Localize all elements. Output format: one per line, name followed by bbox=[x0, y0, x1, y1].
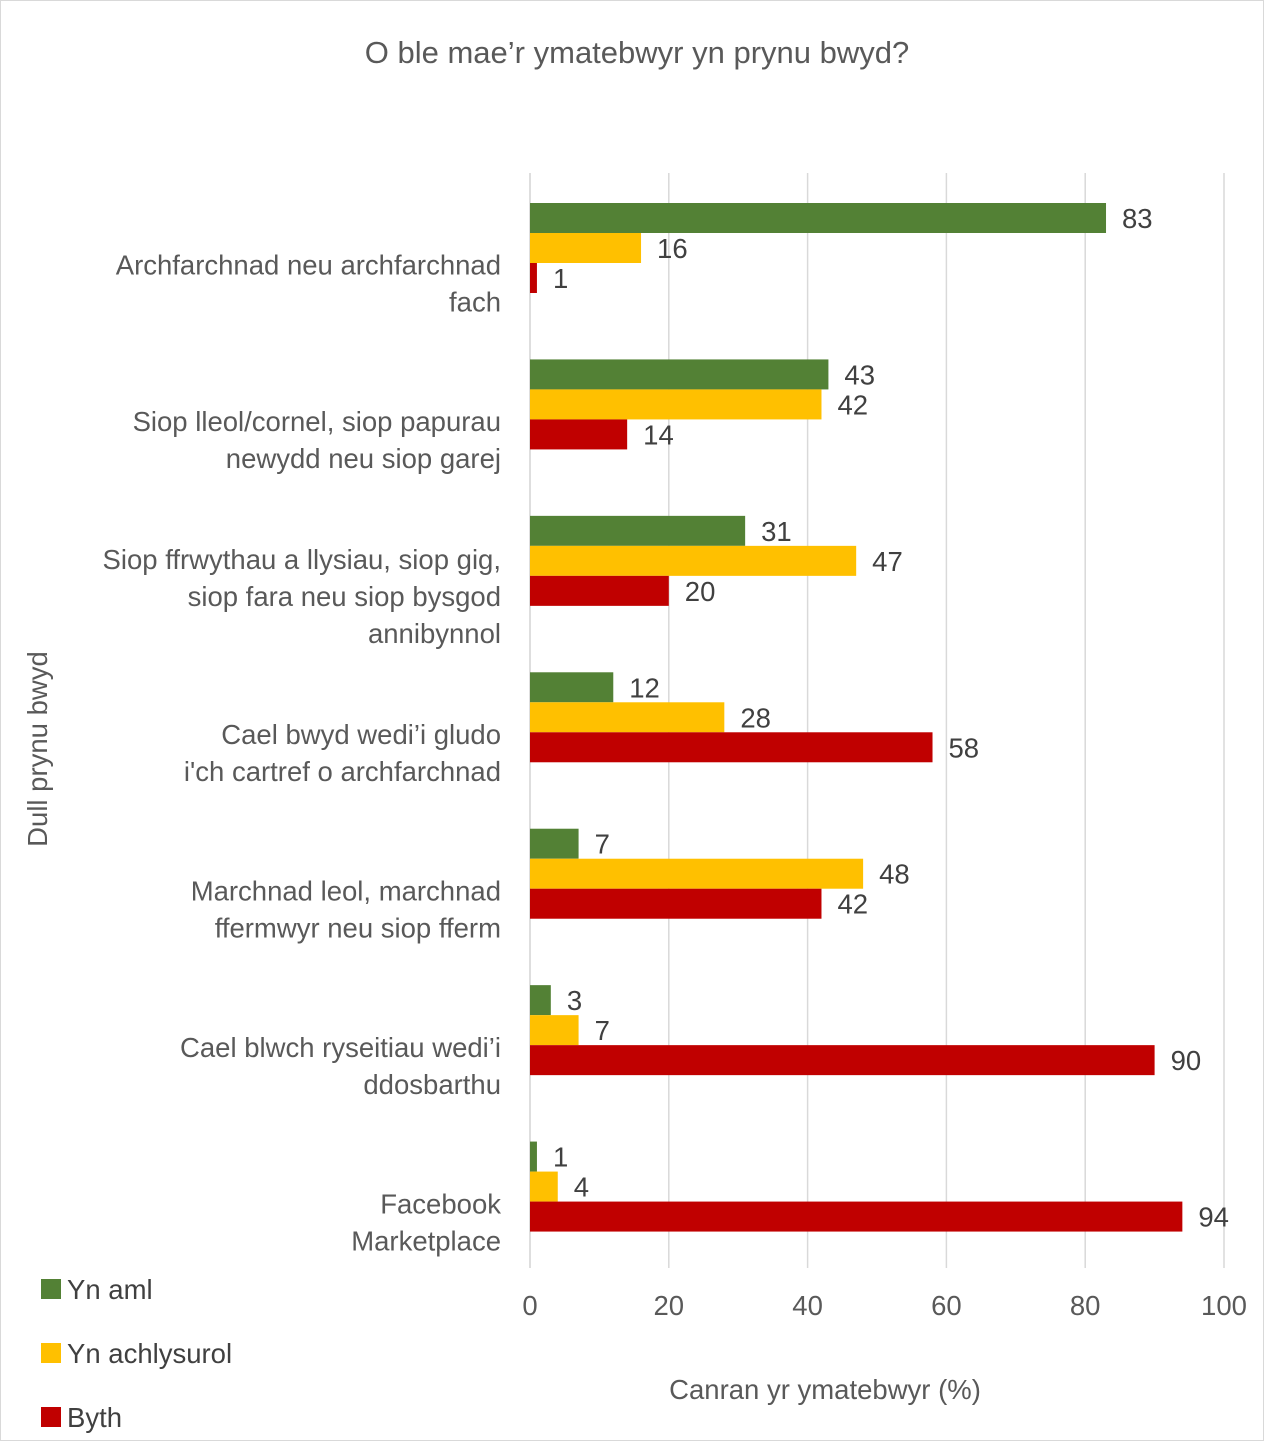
category-label: i'ch cartref o archfarchnad bbox=[184, 756, 501, 787]
data-label: 7 bbox=[595, 1015, 610, 1046]
bar bbox=[530, 1201, 1183, 1232]
bar bbox=[530, 233, 642, 263]
bars bbox=[530, 203, 1183, 1232]
bar bbox=[530, 1171, 558, 1202]
bar bbox=[530, 419, 628, 450]
bar bbox=[530, 858, 864, 889]
bar bbox=[530, 575, 669, 606]
category-label: fach bbox=[449, 287, 501, 318]
chart-title: O ble mae’r ymatebwyr yn prynu bwyd? bbox=[365, 35, 909, 70]
data-label: 43 bbox=[844, 359, 875, 390]
x-axis-title: Canran yr ymatebwyr (%) bbox=[669, 1374, 981, 1405]
data-label: 28 bbox=[740, 702, 771, 733]
gridlines bbox=[529, 173, 1225, 1268]
legend: Yn aml Yn achlysurol Byth bbox=[41, 1274, 232, 1433]
x-tick-label: 0 bbox=[522, 1290, 537, 1321]
data-label: 1 bbox=[553, 1142, 568, 1173]
bar bbox=[530, 985, 551, 1016]
category-label: ddosbarthu bbox=[363, 1069, 501, 1100]
category-label: Cael bwyd wedi’i gludo bbox=[221, 719, 501, 750]
legend-swatch bbox=[41, 1279, 61, 1299]
bar bbox=[530, 1015, 579, 1046]
data-label: 20 bbox=[685, 576, 716, 607]
category-label: Marchnad leol, marchnad bbox=[191, 875, 501, 906]
category-label: Siop lleol/cornel, siop papurau bbox=[133, 406, 501, 437]
bar bbox=[530, 359, 829, 390]
category-label: Facebook bbox=[380, 1188, 501, 1219]
data-label: 12 bbox=[629, 672, 660, 703]
category-label: siop fara neu siop bysgod bbox=[188, 581, 501, 612]
data-label: 31 bbox=[761, 516, 792, 547]
data-label: 42 bbox=[837, 889, 868, 920]
category-label: Siop ffrwythau a llysiau, siop gig, bbox=[103, 544, 501, 575]
legend-label: Yn achlysurol bbox=[67, 1338, 232, 1369]
data-label: 48 bbox=[879, 859, 910, 890]
data-label: 90 bbox=[1171, 1045, 1202, 1076]
legend-label: Yn aml bbox=[67, 1274, 153, 1305]
data-label: 14 bbox=[643, 419, 674, 450]
bar bbox=[530, 732, 933, 763]
data-label: 42 bbox=[837, 389, 868, 420]
labels: 0 20 40 60 80 100 Archfarchnad neu archfarchna… bbox=[103, 203, 1247, 1321]
bar bbox=[530, 203, 1107, 233]
data-label: 83 bbox=[1122, 203, 1153, 234]
x-tick-label: 20 bbox=[654, 1290, 685, 1321]
bar bbox=[530, 702, 725, 733]
data-label: 3 bbox=[567, 985, 582, 1016]
bar bbox=[530, 515, 746, 546]
x-tick-label: 100 bbox=[1201, 1290, 1247, 1321]
category-label: Cael blwch ryseitiau wedi’i bbox=[180, 1032, 501, 1063]
data-label: 1 bbox=[553, 263, 568, 294]
x-tick-label: 80 bbox=[1070, 1290, 1101, 1321]
bar bbox=[530, 1045, 1155, 1076]
y-axis-title: Dull prynu bwyd bbox=[22, 651, 53, 847]
data-label: 94 bbox=[1198, 1202, 1229, 1233]
bar bbox=[530, 545, 857, 576]
bar bbox=[530, 828, 579, 859]
category-label: Archfarchnad neu archfarchnad bbox=[116, 250, 501, 281]
data-label: 16 bbox=[657, 233, 688, 264]
category-label: ffermwyr neu siop fferm bbox=[215, 912, 501, 943]
legend-label: Byth bbox=[67, 1402, 122, 1433]
category-label: Marketplace bbox=[351, 1225, 501, 1256]
category-label: newydd neu siop garej bbox=[226, 443, 501, 474]
category-label: annibynnol bbox=[368, 618, 501, 649]
legend-swatch bbox=[41, 1407, 61, 1427]
data-label: 47 bbox=[872, 546, 903, 577]
bar bbox=[530, 888, 822, 919]
data-label: 58 bbox=[949, 732, 980, 763]
bar bbox=[530, 263, 537, 293]
bar bbox=[530, 389, 822, 420]
x-tick-label: 40 bbox=[792, 1290, 823, 1321]
legend-swatch bbox=[41, 1343, 61, 1363]
data-label: 7 bbox=[595, 829, 610, 860]
x-tick-label: 60 bbox=[931, 1290, 962, 1321]
bar bbox=[530, 672, 614, 703]
bar bbox=[530, 1141, 537, 1172]
data-label: 4 bbox=[574, 1172, 589, 1203]
